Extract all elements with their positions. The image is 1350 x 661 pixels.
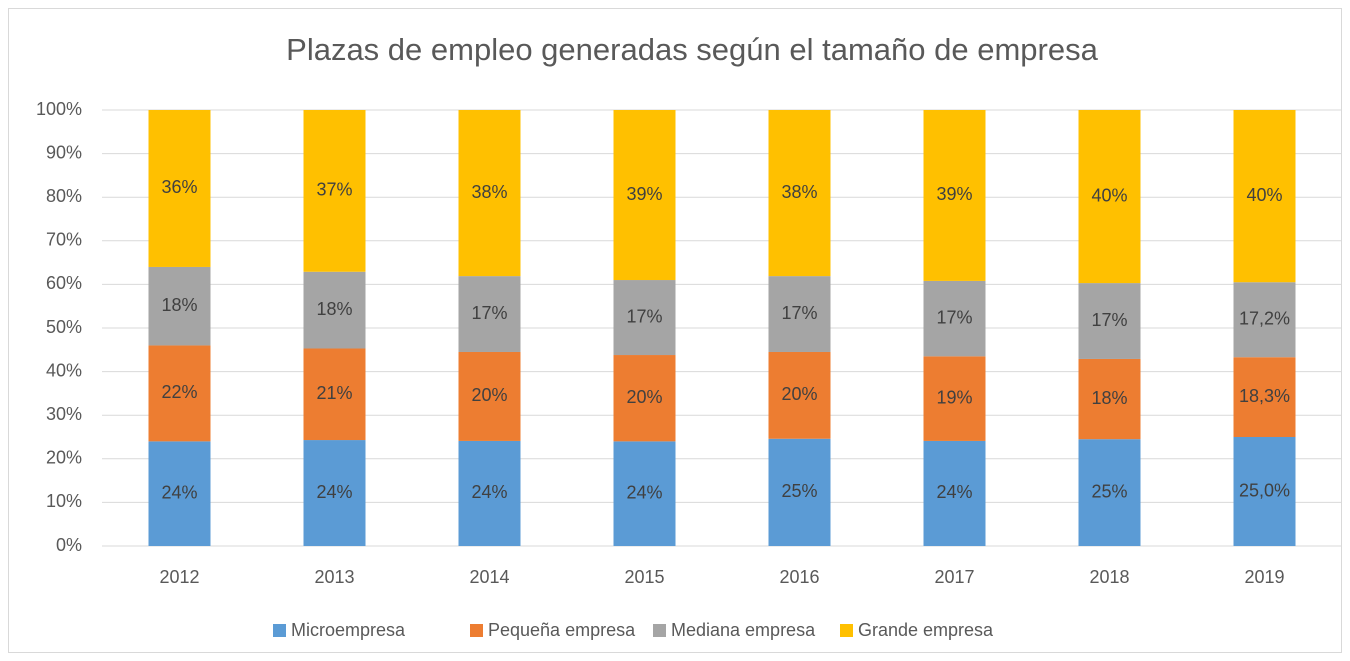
- y-tick-label: 20%: [46, 448, 82, 468]
- bar-segment: [148, 266, 211, 346]
- value-label: 18%: [316, 299, 352, 319]
- value-label: 36%: [161, 177, 197, 197]
- value-label: 17%: [936, 307, 972, 327]
- y-tick-label: 100%: [36, 99, 82, 119]
- x-tick-label: 2015: [624, 567, 664, 587]
- value-label: 24%: [471, 482, 507, 502]
- x-tick-label: 2016: [779, 567, 819, 587]
- y-tick-label: 0%: [56, 535, 82, 555]
- y-tick-label: 40%: [46, 360, 82, 380]
- bar-segment: [923, 356, 986, 441]
- bar-segment: [923, 440, 986, 546]
- bar-segment: [303, 440, 366, 546]
- value-label: 20%: [781, 384, 817, 404]
- value-label: 38%: [781, 182, 817, 202]
- value-label: 22%: [161, 382, 197, 402]
- bar-segment: [303, 348, 366, 441]
- legend-swatch: [653, 624, 666, 637]
- value-label: 25,0%: [1239, 480, 1290, 500]
- value-label: 24%: [161, 482, 197, 502]
- bar-segment: [303, 271, 366, 349]
- bar-segment: [923, 280, 986, 357]
- bar-segment: [458, 276, 521, 352]
- value-label: 38%: [471, 182, 507, 202]
- value-label: 17%: [1091, 310, 1127, 330]
- y-tick-label: 10%: [46, 491, 82, 511]
- bar-segment: [458, 440, 521, 546]
- y-tick-label: 80%: [46, 186, 82, 206]
- bar-segment: [923, 110, 986, 281]
- value-label: 21%: [316, 383, 352, 403]
- value-label: 20%: [471, 385, 507, 405]
- x-tick-label: 2012: [159, 567, 199, 587]
- value-label: 40%: [1246, 185, 1282, 205]
- bar-segment: [303, 110, 366, 272]
- y-tick-label: 60%: [46, 273, 82, 293]
- value-label: 20%: [626, 387, 662, 407]
- value-label: 18,3%: [1239, 386, 1290, 406]
- bar-segment: [148, 345, 211, 442]
- legend-label: Microempresa: [291, 620, 406, 640]
- bar-segment: [458, 351, 521, 441]
- value-label: 17%: [626, 306, 662, 326]
- bar-segment: [768, 351, 831, 439]
- bar-segment: [148, 441, 211, 546]
- bar-segment: [768, 438, 831, 546]
- value-label: 17%: [471, 303, 507, 323]
- value-label: 25%: [1091, 481, 1127, 501]
- bar-segment: [1078, 283, 1141, 359]
- y-tick-label: 90%: [46, 142, 82, 162]
- legend-label: Grande empresa: [858, 620, 994, 640]
- bar-segment: [613, 280, 676, 356]
- value-label: 17,2%: [1239, 308, 1290, 328]
- bar-segment: [148, 110, 211, 267]
- bar-segment: [613, 110, 676, 281]
- bar-segment: [1078, 439, 1141, 546]
- value-label: 39%: [626, 184, 662, 204]
- legend-swatch: [840, 624, 853, 637]
- bar-segment: [613, 355, 676, 442]
- x-tick-label: 2013: [314, 567, 354, 587]
- x-tick-label: 2018: [1089, 567, 1129, 587]
- bar-segment: [1078, 358, 1141, 440]
- value-label: 18%: [161, 295, 197, 315]
- bar-segment: [768, 110, 831, 277]
- value-label: 24%: [316, 482, 352, 502]
- value-label: 40%: [1091, 185, 1127, 205]
- legend-swatch: [273, 624, 286, 637]
- bar-segment: [1233, 437, 1296, 546]
- legend-label: Mediana empresa: [671, 620, 816, 640]
- legend-label: Pequeña empresa: [488, 620, 636, 640]
- value-label: 18%: [1091, 388, 1127, 408]
- x-tick-label: 2014: [469, 567, 509, 587]
- bar-segment: [1078, 110, 1141, 284]
- y-tick-label: 50%: [46, 317, 82, 337]
- x-tick-label: 2019: [1244, 567, 1284, 587]
- x-tick-label: 2017: [934, 567, 974, 587]
- legend-swatch: [470, 624, 483, 637]
- value-label: 24%: [936, 482, 972, 502]
- y-tick-label: 70%: [46, 230, 82, 250]
- value-label: 25%: [781, 481, 817, 501]
- bar-segment: [1233, 110, 1296, 283]
- bar-segment: [1233, 357, 1296, 437]
- value-label: 17%: [781, 303, 817, 323]
- bar-segment: [458, 110, 521, 277]
- bar-segment: [768, 276, 831, 352]
- y-tick-label: 30%: [46, 404, 82, 424]
- chart-title: Plazas de empleo generadas según el tama…: [286, 32, 1098, 67]
- bar-segment: [1233, 282, 1296, 358]
- value-label: 24%: [626, 482, 662, 502]
- value-label: 19%: [936, 387, 972, 407]
- bar-segment: [613, 441, 676, 546]
- value-label: 39%: [936, 184, 972, 204]
- value-label: 37%: [316, 180, 352, 200]
